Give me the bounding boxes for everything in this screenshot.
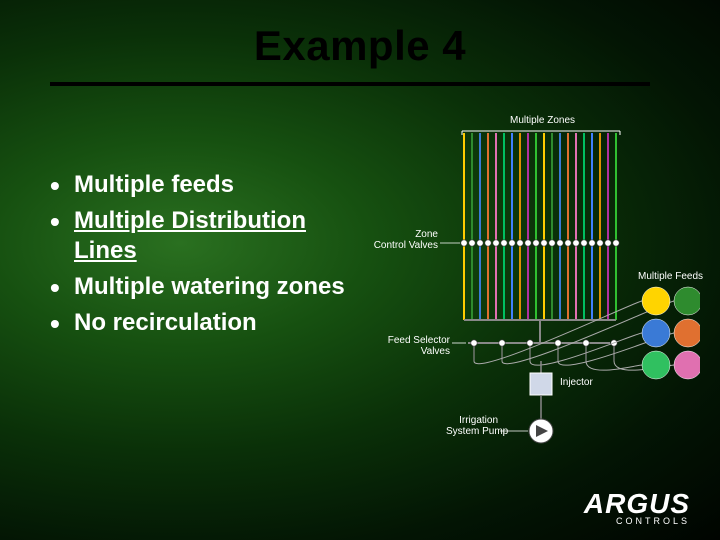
label-feed-selector-valves: Feed Selector Valves <box>378 335 450 357</box>
label-injector: Injector <box>560 377 593 388</box>
slide: Example 4 Multiple feeds Multiple Distrib… <box>0 0 720 540</box>
label-zone-control-valves: Zone Control Valves <box>368 229 438 251</box>
bullet-item: Multiple watering zones <box>48 272 348 302</box>
irrigation-diagram: Multiple Zones Zone Control Valves Feed … <box>370 115 700 475</box>
label-irrigation-pump: Irrigation System Pump <box>446 415 498 437</box>
diagram-svg <box>370 115 700 475</box>
slide-title: Example 4 <box>0 22 720 70</box>
label-multiple-zones: Multiple Zones <box>510 115 575 126</box>
bullet-item: No recirculation <box>48 308 348 338</box>
argus-logo: ARGUS CONTROLS <box>584 491 690 526</box>
bullet-item: Multiple Distribution Lines <box>48 206 348 266</box>
title-underline <box>50 82 650 86</box>
logo-brand: ARGUS <box>584 491 690 516</box>
bullet-item: Multiple feeds <box>48 170 348 200</box>
label-multiple-feeds: Multiple Feeds <box>638 271 703 282</box>
bullet-list: Multiple feeds Multiple Distribution Line… <box>48 170 348 344</box>
